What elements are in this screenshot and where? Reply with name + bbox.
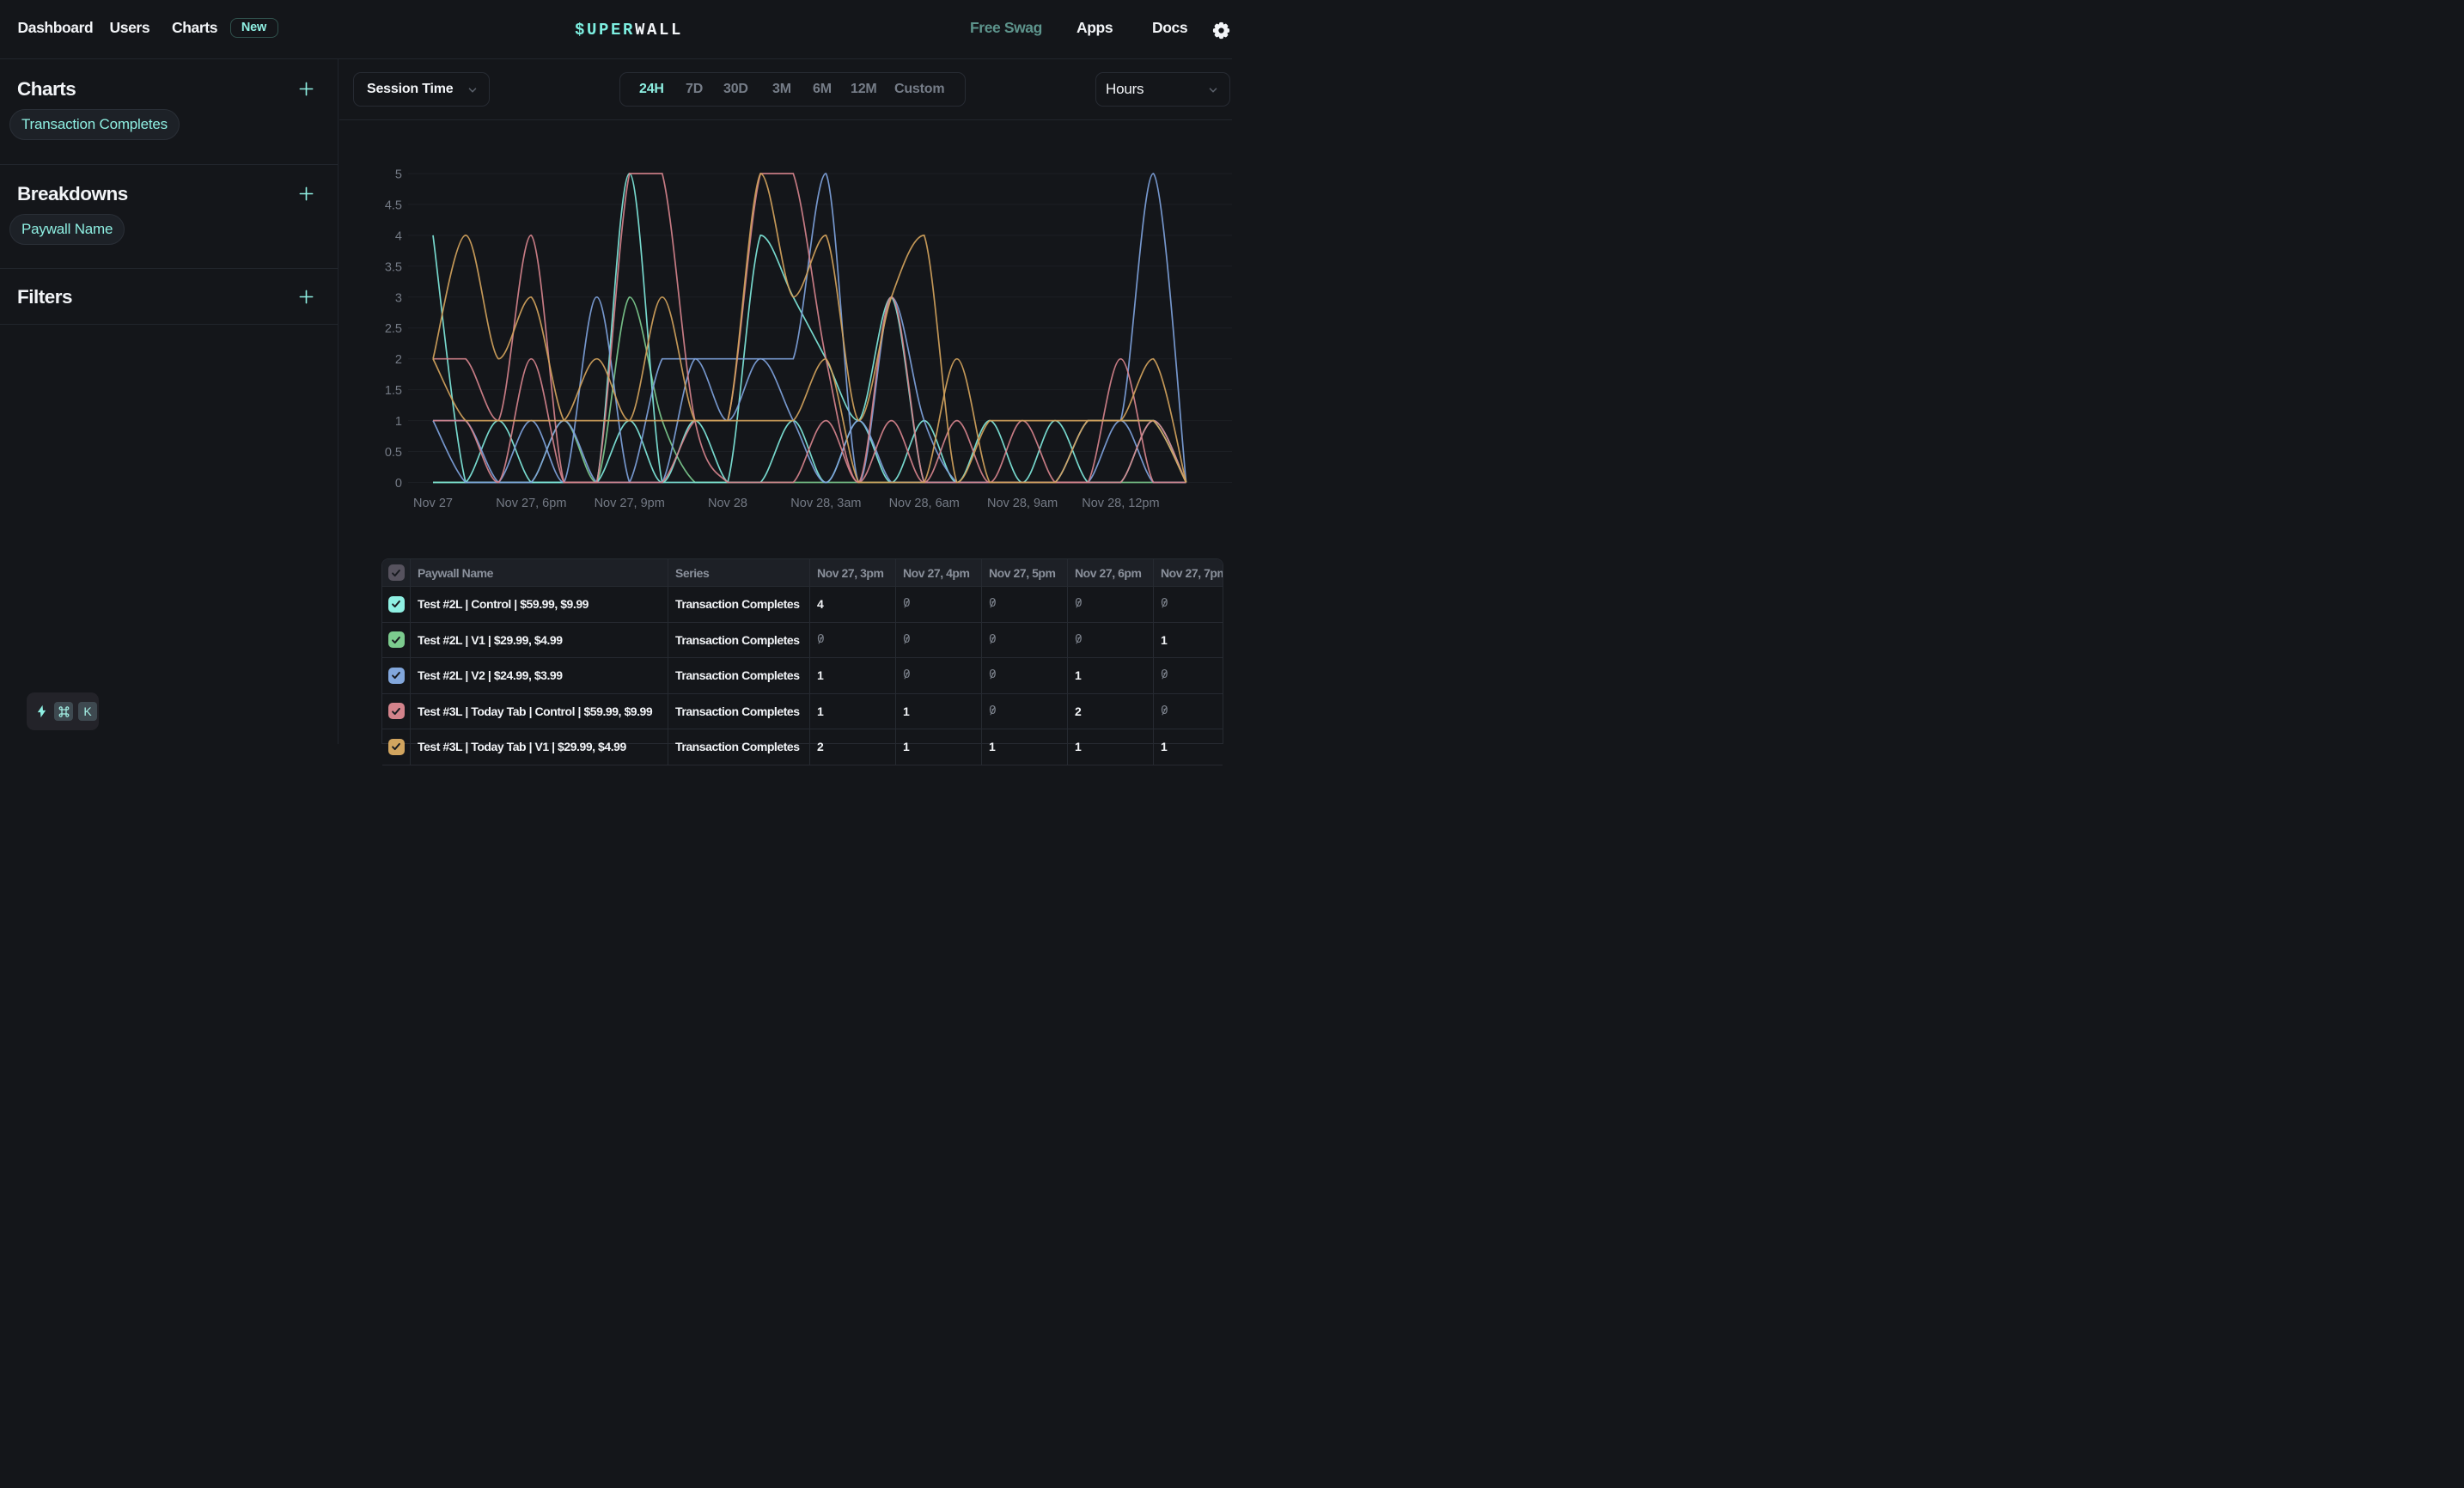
svg-text:Nov 28: Nov 28 — [708, 497, 747, 510]
svg-text:Nov 28, 9am: Nov 28, 9am — [986, 497, 1057, 510]
svg-text:Nov 28, 6am: Nov 28, 6am — [888, 497, 959, 510]
svg-text:0: 0 — [394, 477, 401, 491]
svg-text:4.5: 4.5 — [384, 198, 401, 212]
svg-text:3.5: 3.5 — [384, 260, 401, 274]
svg-text:3: 3 — [394, 291, 401, 305]
svg-text:Nov 28, 12pm: Nov 28, 12pm — [1082, 497, 1159, 510]
svg-text:Nov 27: Nov 27 — [413, 497, 453, 510]
svg-text:1: 1 — [394, 415, 401, 429]
svg-text:5: 5 — [394, 168, 401, 182]
svg-text:Nov 28, 3am: Nov 28, 3am — [790, 497, 861, 510]
svg-text:0.5: 0.5 — [384, 446, 401, 460]
svg-text:2: 2 — [394, 353, 401, 367]
svg-text:Nov 27, 6pm: Nov 27, 6pm — [496, 497, 566, 510]
svg-text:Nov 27, 9pm: Nov 27, 9pm — [594, 497, 664, 510]
svg-text:2.5: 2.5 — [384, 322, 401, 336]
svg-text:4: 4 — [394, 229, 401, 243]
svg-text:1.5: 1.5 — [384, 384, 401, 398]
